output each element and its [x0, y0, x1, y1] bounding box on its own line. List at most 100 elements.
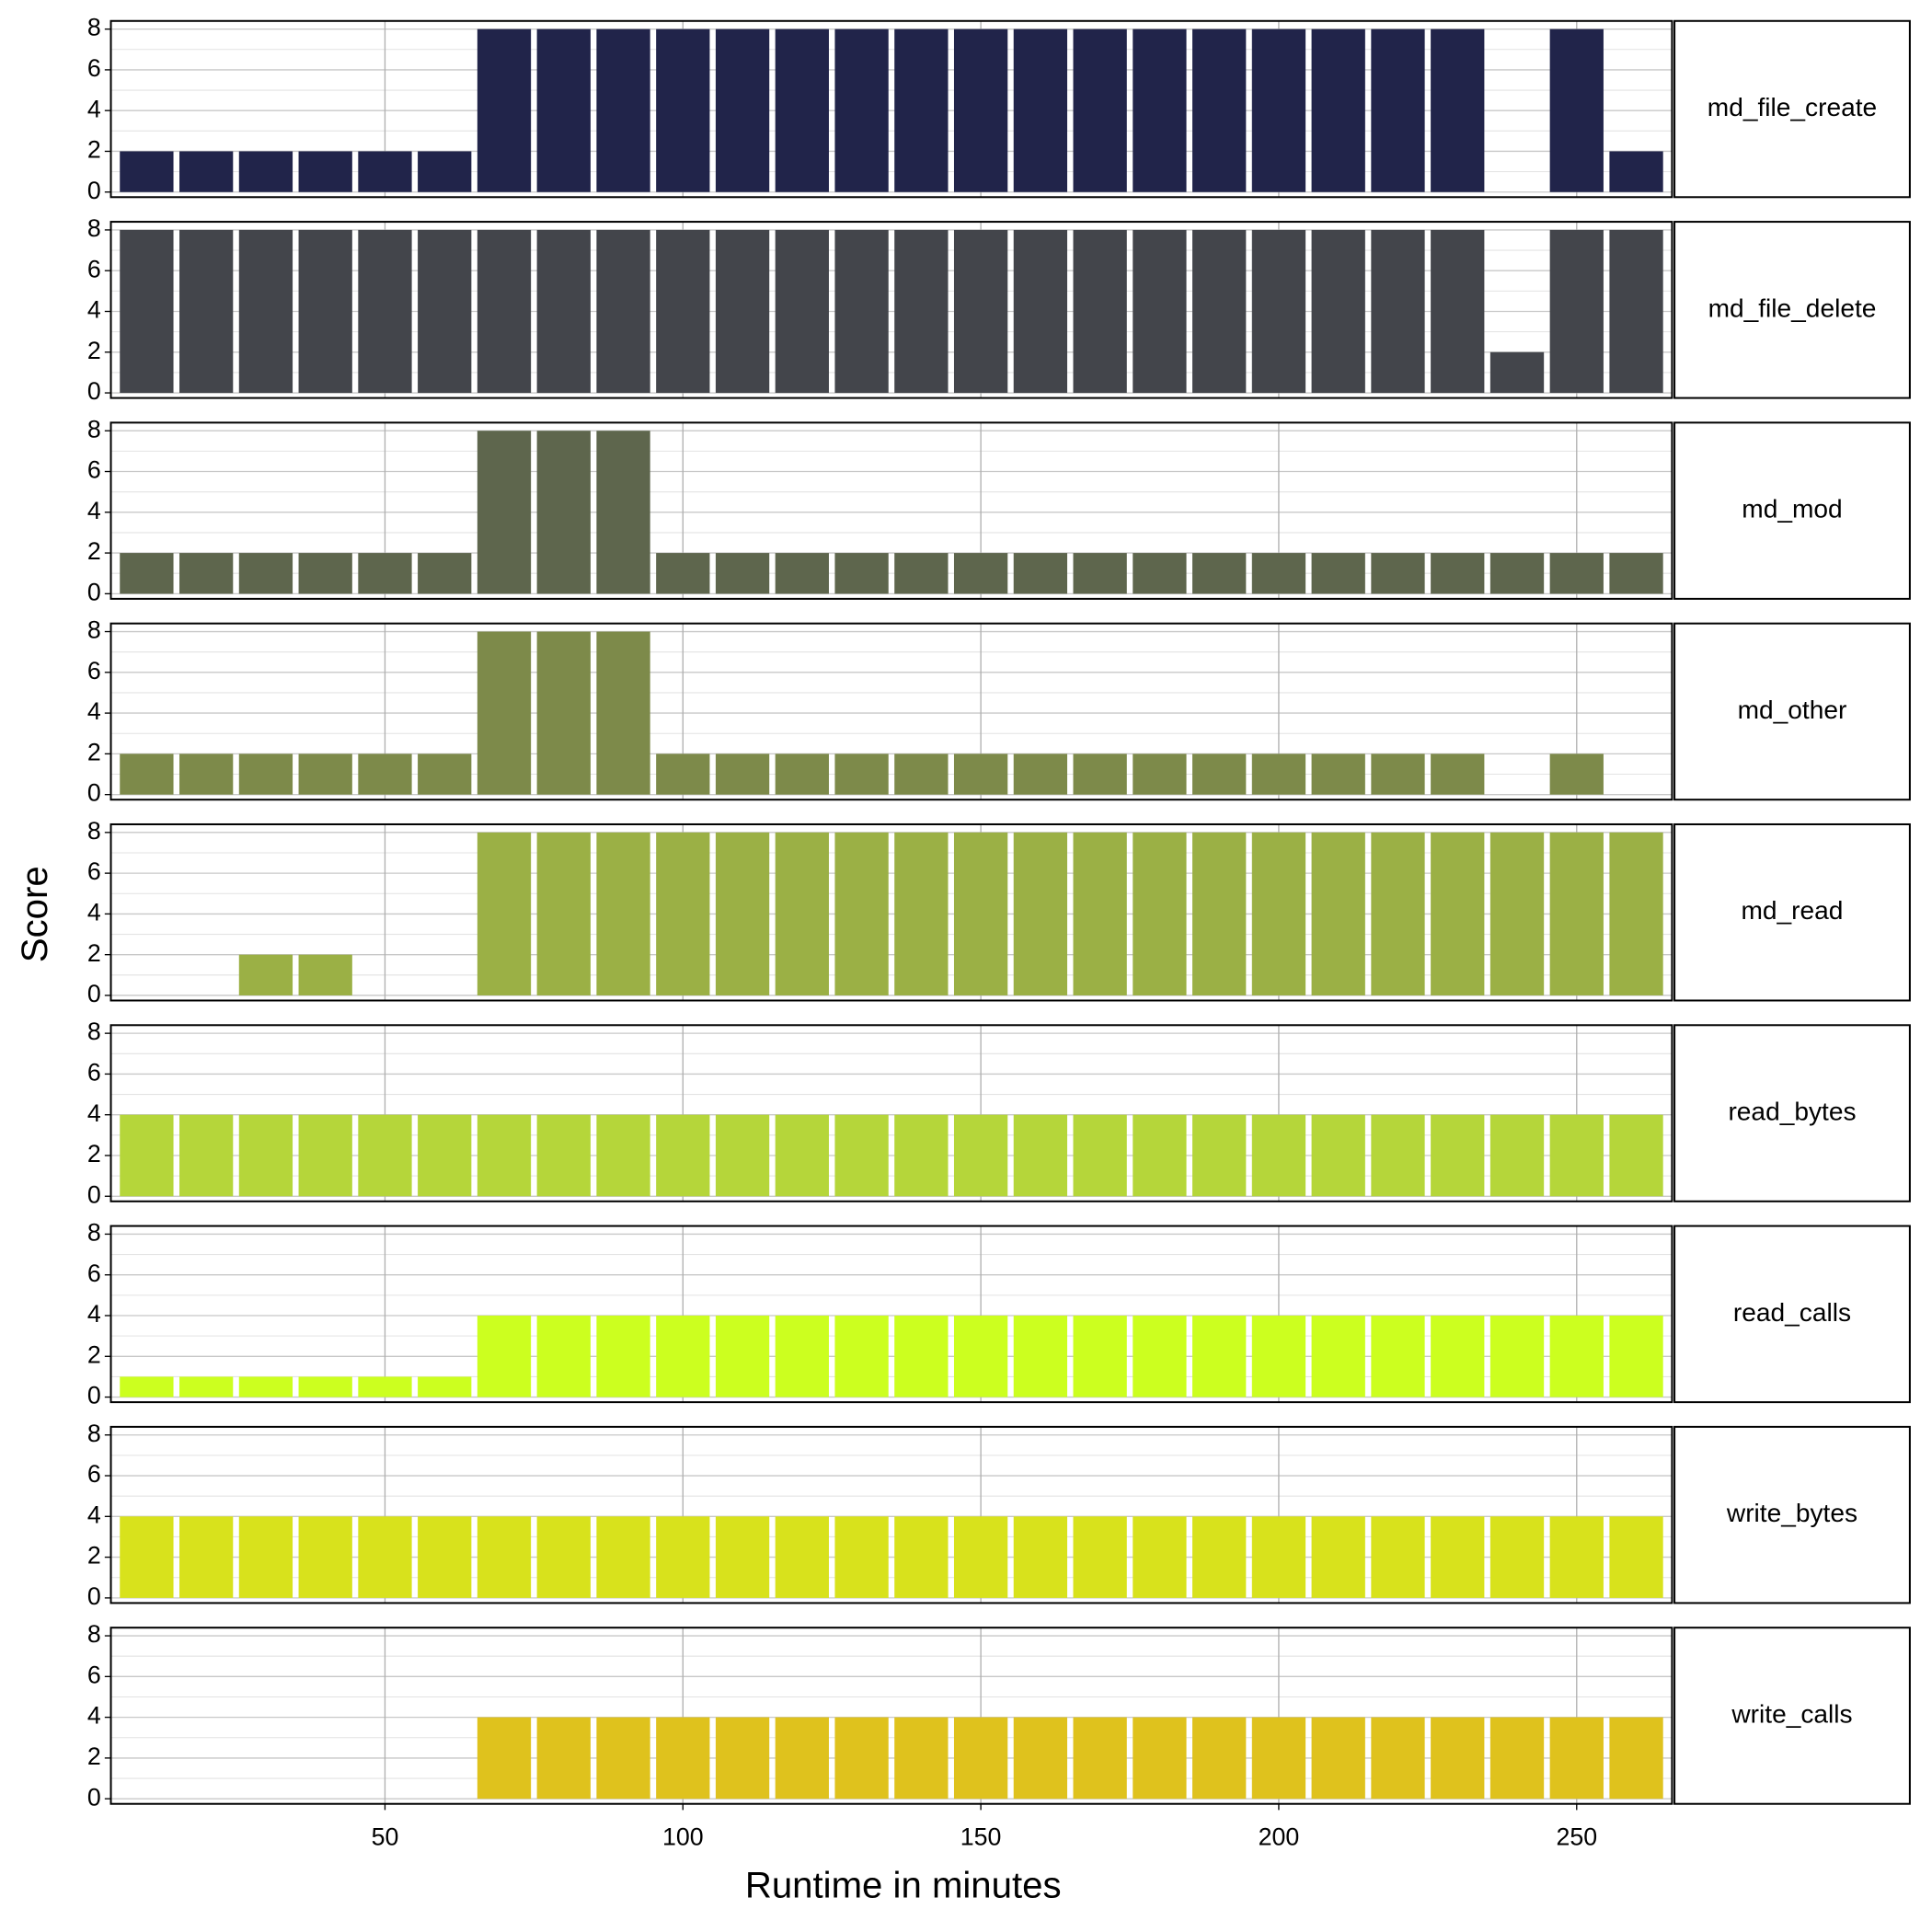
bar: [298, 954, 352, 995]
bar: [179, 753, 234, 795]
y-tick-label: 8: [87, 14, 101, 41]
y-tick-label: 4: [87, 1099, 101, 1127]
bar: [1251, 229, 1306, 394]
bar: [596, 1114, 650, 1197]
bar: [953, 229, 1008, 394]
x-tick-label: 100: [662, 1823, 704, 1850]
y-tick-label: 8: [87, 616, 101, 644]
bar: [596, 29, 650, 192]
strip-label: md_read: [1742, 896, 1844, 925]
bar: [775, 1717, 829, 1800]
bar: [358, 1376, 412, 1397]
bar: [1311, 1717, 1365, 1800]
bar: [1489, 1316, 1545, 1397]
panel-border: [109, 822, 1673, 1002]
bar: [120, 553, 174, 594]
bar: [1251, 29, 1306, 192]
y-tick-label: 0: [87, 377, 101, 405]
y-tick-label: 8: [87, 817, 101, 845]
bar: [120, 1114, 174, 1197]
bar: [536, 1316, 591, 1397]
bar: [656, 1717, 710, 1800]
bar: [1013, 832, 1068, 995]
bar: [358, 151, 412, 192]
bar: [1549, 1316, 1604, 1397]
y-tick-label: 4: [87, 697, 101, 725]
bar: [1311, 553, 1365, 594]
bar: [1489, 1516, 1545, 1598]
bar: [775, 229, 829, 394]
bar: [1549, 1114, 1604, 1197]
bar: [238, 954, 293, 995]
y-tick-label: 0: [87, 1582, 101, 1610]
bar: [834, 229, 889, 394]
bar: [656, 29, 710, 192]
bar: [1311, 1316, 1365, 1397]
y-tick-label: 0: [87, 177, 101, 204]
bar: [1489, 1114, 1545, 1197]
panel-border: [109, 1425, 1673, 1604]
bar: [1133, 1717, 1187, 1800]
bar: [418, 1114, 472, 1197]
bar: [1431, 1316, 1485, 1397]
y-tick-label: 2: [87, 1340, 101, 1368]
bar: [775, 29, 829, 192]
bar: [894, 1316, 949, 1397]
y-tick-label: 8: [87, 1420, 101, 1447]
y-tick-label: 4: [87, 1702, 101, 1730]
y-tick-label: 4: [87, 898, 101, 926]
strip-label: md_file_delete: [1708, 293, 1877, 322]
bar: [1489, 351, 1545, 394]
bar: [1251, 1516, 1306, 1598]
bar: [1609, 229, 1663, 394]
bar: [1431, 29, 1485, 192]
strip: [1673, 1024, 1911, 1202]
bar: [1431, 229, 1485, 394]
panel-border: [109, 622, 1673, 801]
bar: [894, 1516, 949, 1598]
bar: [596, 1316, 650, 1397]
bar: [1549, 832, 1604, 995]
bar: [894, 832, 949, 995]
bar: [1311, 1516, 1365, 1598]
bar: [536, 631, 591, 795]
bar: [179, 229, 234, 394]
bar: [1073, 832, 1127, 995]
bar: [477, 431, 532, 594]
x-tick-label: 50: [372, 1823, 399, 1850]
bar: [1073, 1114, 1127, 1197]
bar: [179, 1376, 234, 1397]
panel-border: [109, 1024, 1673, 1202]
bar: [775, 753, 829, 795]
bar: [179, 1114, 234, 1197]
bar: [477, 29, 532, 192]
y-tick-label: 6: [87, 857, 101, 885]
bar: [1371, 553, 1425, 594]
y-tick-label: 8: [87, 1620, 101, 1648]
bar: [536, 1516, 591, 1598]
y-tick-label: 0: [87, 1180, 101, 1208]
bar: [1431, 1114, 1485, 1197]
bar: [477, 1516, 532, 1598]
bar: [477, 631, 532, 795]
bar: [953, 553, 1008, 594]
bar: [1431, 1717, 1485, 1800]
y-tick-label: 8: [87, 1018, 101, 1045]
bar: [596, 631, 650, 795]
bar: [894, 753, 949, 795]
y-tick-label: 4: [87, 1300, 101, 1328]
bar: [1311, 832, 1365, 995]
bar: [536, 832, 591, 995]
bar: [1609, 553, 1663, 594]
bar: [1192, 553, 1247, 594]
bar: [656, 1316, 710, 1397]
bar: [834, 553, 889, 594]
bar: [536, 431, 591, 594]
bar: [1251, 832, 1306, 995]
y-tick-label: 0: [87, 1382, 101, 1409]
bar: [358, 753, 412, 795]
strip-label: write_bytes: [1726, 1499, 1857, 1527]
y-tick-label: 8: [87, 415, 101, 443]
